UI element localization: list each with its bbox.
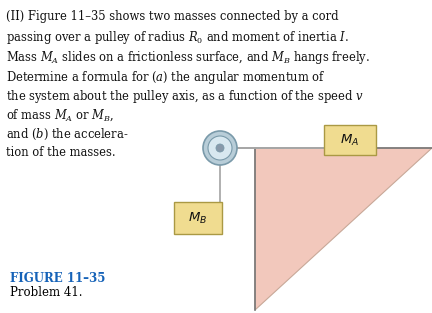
- Text: passing over a pulley of radius $R_0$ and moment of inertia $I$.: passing over a pulley of radius $R_0$ an…: [6, 29, 349, 47]
- Text: Mass $M_A$ slides on a frictionless surface, and $M_B$ hangs freely.: Mass $M_A$ slides on a frictionless surf…: [6, 49, 370, 66]
- Text: tion of the masses.: tion of the masses.: [6, 146, 116, 160]
- Polygon shape: [255, 148, 432, 310]
- Bar: [174, 202, 222, 234]
- Text: and $(b)$ the accelera-: and $(b)$ the accelera-: [6, 127, 128, 142]
- Text: the system about the pulley axis, as a function of the speed $v$: the system about the pulley axis, as a f…: [6, 88, 364, 105]
- Text: of mass $M_A$ or $M_B$,: of mass $M_A$ or $M_B$,: [6, 107, 114, 123]
- Circle shape: [208, 136, 232, 160]
- Circle shape: [216, 144, 224, 152]
- Text: Problem 41.: Problem 41.: [10, 285, 83, 299]
- Text: FIGURE 11–35: FIGURE 11–35: [10, 272, 105, 285]
- Text: $M_B$: $M_B$: [188, 210, 208, 226]
- Bar: [324, 125, 376, 155]
- Circle shape: [203, 131, 237, 165]
- Text: $M_A$: $M_A$: [340, 132, 359, 147]
- Text: (II) Figure 11–35 shows two masses connected by a cord: (II) Figure 11–35 shows two masses conne…: [6, 10, 339, 23]
- Text: Determine a formula for $(a)$ the angular momentum of: Determine a formula for $(a)$ the angula…: [6, 69, 325, 85]
